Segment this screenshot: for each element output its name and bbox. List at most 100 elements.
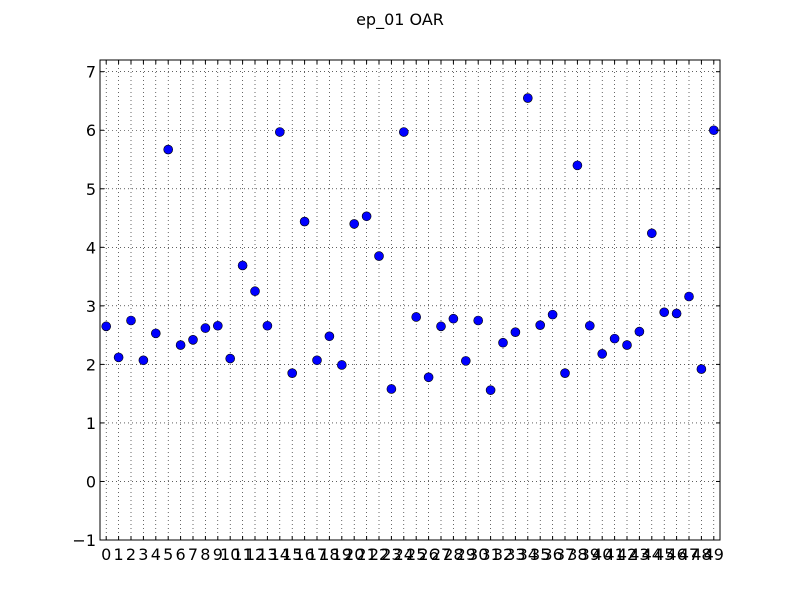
x-tick-label: 21 <box>356 545 376 564</box>
y-tick-label: −1 <box>72 531 96 550</box>
y-tick-label: 6 <box>86 121 96 140</box>
data-point <box>225 353 235 364</box>
x-tick-label: 33 <box>505 545 525 564</box>
x-tick-label: 39 <box>580 545 600 564</box>
data-point <box>126 315 136 326</box>
x-tick-label: 48 <box>691 545 711 564</box>
plot-frame <box>99 59 721 541</box>
y-tick-label: 1 <box>86 414 96 433</box>
x-tick-label: 47 <box>679 545 699 564</box>
x-tick-labels: 0 1 2 3 4 5 6 7 8 9101112131415161718192021222324… <box>101 545 724 564</box>
data-point <box>361 211 372 222</box>
x-tick-label: 25 <box>406 545 426 564</box>
data-point <box>560 368 570 378</box>
data-point <box>622 340 632 350</box>
data-point <box>572 160 583 171</box>
x-tick-label: 12 <box>245 545 265 564</box>
x-tick-label: 13 <box>257 545 277 564</box>
x-tick-label: 15 <box>282 545 302 564</box>
data-point <box>113 352 124 363</box>
data-points <box>101 93 719 395</box>
x-tick-label: 37 <box>555 545 575 564</box>
data-point <box>324 331 335 342</box>
data-point <box>584 320 595 331</box>
data-point <box>696 364 707 374</box>
data-point <box>597 349 608 359</box>
x-tick-label: 46 <box>666 545 686 564</box>
data-point <box>646 228 657 239</box>
x-tick-label: 3 <box>138 545 148 564</box>
axis-ticks <box>100 60 720 541</box>
x-tick-label: 43 <box>629 545 649 564</box>
x-tick-label: 5 <box>163 545 173 564</box>
x-tick-label: 34 <box>518 545 538 564</box>
data-point <box>200 323 211 333</box>
data-point <box>498 337 508 348</box>
x-tick-label: 9 <box>213 545 223 564</box>
data-point <box>237 260 248 271</box>
data-point <box>175 340 186 350</box>
data-point <box>287 368 298 378</box>
data-point <box>349 219 360 229</box>
data-point <box>436 321 446 332</box>
data-point <box>101 321 111 332</box>
x-tick-label: 4 <box>151 545 161 564</box>
data-point <box>336 360 347 370</box>
x-tick-label: 7 <box>188 545 198 564</box>
y-tick-label: 3 <box>86 297 96 316</box>
x-tick-label: 18 <box>319 545 339 564</box>
x-tick-label: 22 <box>369 545 389 564</box>
x-tick-label: 24 <box>394 545 414 564</box>
x-tick-label: 32 <box>493 545 513 564</box>
x-tick-label: 35 <box>530 545 550 564</box>
x-tick-label: 30 <box>468 545 488 564</box>
x-tick-label: 16 <box>294 545 314 564</box>
x-tick-label: 26 <box>418 545 438 564</box>
data-point <box>213 320 223 331</box>
data-point <box>374 251 384 261</box>
x-tick-label: 8 <box>200 545 210 564</box>
x-tick-label: 40 <box>592 545 612 564</box>
data-point <box>609 333 620 344</box>
data-point <box>386 384 397 394</box>
x-tick-label: 45 <box>654 545 674 564</box>
y-tick-label: 4 <box>86 238 96 257</box>
data-point <box>138 355 149 366</box>
x-tick-label: 49 <box>704 545 724 564</box>
x-tick-label: 42 <box>617 545 637 564</box>
y-tick-label: 0 <box>86 472 96 491</box>
data-point <box>163 144 173 155</box>
data-point <box>423 372 434 383</box>
data-point <box>485 385 496 395</box>
x-tick-label: 28 <box>443 545 463 564</box>
data-point <box>299 216 310 227</box>
data-point <box>684 291 694 302</box>
x-tick-label: 14 <box>270 545 290 564</box>
x-tick-label: 10 <box>220 545 240 564</box>
x-tick-label: 44 <box>642 545 662 564</box>
y-tick-labels: −1 0 1 2 3 4 5 6 7 <box>72 63 96 550</box>
data-point <box>659 307 670 318</box>
x-tick-label: 41 <box>604 545 624 564</box>
x-tick-label: 1 <box>114 545 124 564</box>
data-point <box>634 326 645 337</box>
x-tick-label: 2 <box>126 545 136 564</box>
x-tick-label: 6 <box>176 545 186 564</box>
x-tick-label: 27 <box>431 545 451 564</box>
grid-lines <box>100 60 720 541</box>
data-point <box>188 335 198 345</box>
x-tick-label: 23 <box>381 545 401 564</box>
x-tick-label: 0 <box>101 545 111 564</box>
data-point <box>312 355 322 366</box>
data-point <box>460 356 471 366</box>
x-tick-label: 11 <box>232 545 252 564</box>
y-tick-label: 2 <box>86 355 96 374</box>
data-point <box>671 308 682 319</box>
data-point <box>151 328 161 339</box>
data-point <box>473 315 484 326</box>
data-point <box>535 320 546 330</box>
data-point <box>510 327 521 337</box>
x-tick-label: 38 <box>567 545 587 564</box>
